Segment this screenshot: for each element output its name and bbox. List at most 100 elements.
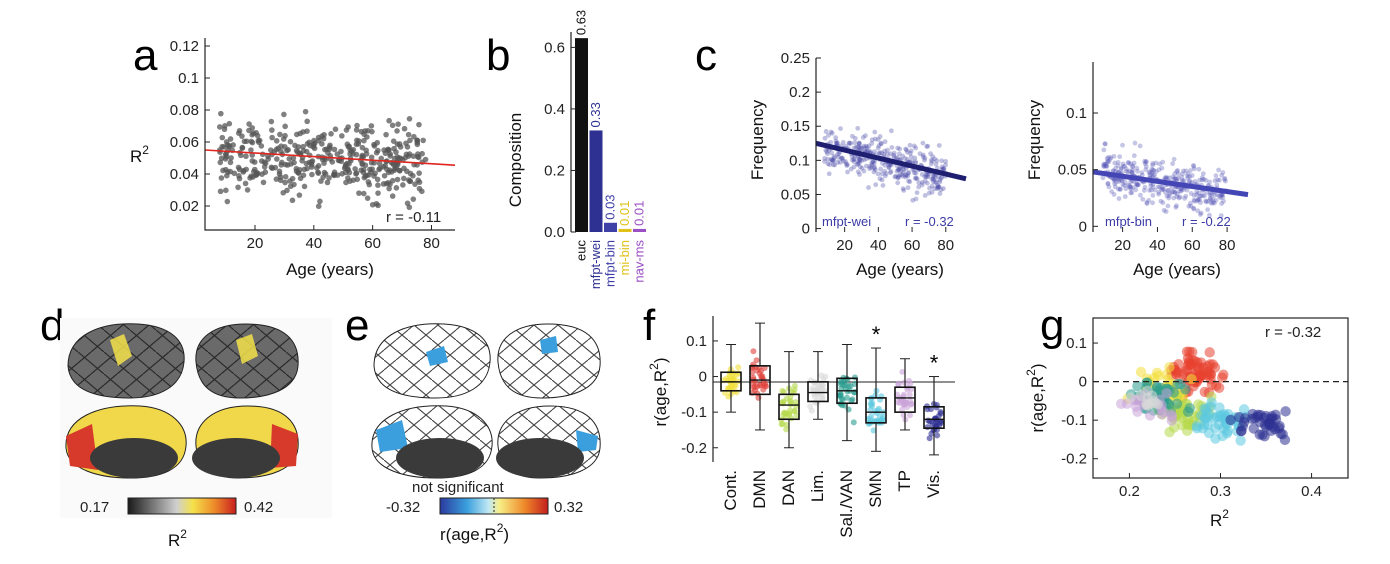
c2-point — [1115, 160, 1121, 165]
c2-point — [1129, 170, 1135, 176]
c2-point — [1113, 179, 1119, 185]
a-point — [341, 165, 348, 172]
c1-point — [872, 167, 878, 173]
c1-point — [875, 137, 881, 142]
c2-point — [1156, 191, 1162, 197]
c1-point — [913, 175, 919, 181]
c1-point — [935, 183, 940, 188]
a-point — [261, 159, 268, 165]
a-point — [339, 133, 345, 139]
a-xtick-label: 40 — [305, 235, 322, 252]
c1-ticks: 20 40 60 80 0 0.05 0.1 0.15 0.2 0.25 — [781, 50, 954, 254]
g-point — [1193, 366, 1205, 377]
c1-point — [871, 169, 877, 175]
c2-xtick-label: 20 — [1114, 237, 1131, 254]
a-point — [297, 175, 304, 182]
c1-xtick-label: 60 — [904, 237, 921, 254]
a-point — [225, 169, 231, 175]
g-point — [1238, 404, 1250, 415]
a-point — [248, 173, 254, 180]
c2-point — [1125, 160, 1131, 165]
c1-point — [927, 185, 932, 191]
c2-point — [1116, 177, 1122, 183]
a-point — [374, 176, 381, 183]
c1-point — [936, 143, 942, 148]
a-point — [227, 136, 234, 142]
e-medial-wall-right — [496, 438, 584, 478]
c2-point — [1127, 183, 1133, 189]
f-point — [876, 413, 883, 420]
f-point — [906, 391, 913, 398]
c1-point — [883, 171, 889, 176]
c2-point — [1180, 171, 1185, 177]
c2-point — [1169, 189, 1175, 195]
c1-point — [863, 133, 868, 139]
c2-point — [1111, 177, 1117, 183]
c2-point — [1174, 169, 1180, 174]
f-point — [808, 407, 815, 414]
c2-point — [1133, 187, 1139, 193]
f-point — [843, 394, 850, 401]
c2-point — [1129, 190, 1135, 195]
c2-point — [1122, 194, 1128, 199]
f-category-label: Vis. — [924, 470, 943, 498]
c2-point — [1131, 160, 1137, 166]
f-point — [750, 384, 757, 391]
c2-point — [1147, 169, 1153, 175]
f-ylabel-end: ) — [651, 357, 670, 363]
b-ticks: 0.0 0.2 0.4 0.6 — [544, 39, 576, 241]
a-point — [302, 108, 309, 115]
g-points — [1116, 346, 1291, 446]
d-parcel-red-1 — [66, 424, 98, 470]
c1-point — [840, 139, 846, 145]
c2-point — [1172, 189, 1178, 195]
c1-point — [866, 148, 871, 153]
c1-ytick-label: 0.2 — [789, 84, 810, 101]
f-category-label: DAN — [779, 470, 798, 506]
b-ytick-label: 0.4 — [544, 101, 565, 118]
c1-point — [900, 173, 906, 179]
g-point — [1141, 377, 1153, 388]
e-colorbar-min: -0.32 — [386, 499, 420, 516]
a-point — [422, 156, 429, 163]
a-point — [368, 154, 375, 161]
c2-point — [1212, 178, 1218, 184]
c2-point — [1177, 188, 1182, 194]
c2-point — [1144, 201, 1150, 206]
f-point — [725, 393, 732, 400]
d-parcel-yellow-2 — [236, 334, 258, 364]
a-ticks: 20 40 60 80 0.02 0.04 0.06 0.08 0.1 0.12 — [170, 38, 440, 252]
c1-point — [877, 176, 883, 182]
c2-point — [1200, 193, 1206, 198]
b-bar — [604, 222, 617, 232]
a-point — [361, 131, 367, 137]
c1-ytick-label: 0 — [802, 221, 810, 238]
c1-point — [902, 172, 908, 178]
a-point — [248, 147, 254, 153]
c1-point — [898, 168, 904, 173]
c2-point — [1123, 186, 1129, 192]
c2-point — [1117, 154, 1123, 160]
c1-point — [829, 157, 835, 163]
d-colorbar-label: R2 — [168, 527, 187, 550]
c1-point — [907, 179, 913, 185]
c1-point — [891, 152, 897, 158]
c2-point — [1163, 209, 1169, 214]
f-point — [895, 381, 902, 388]
c2-point — [1150, 161, 1156, 166]
a-point — [356, 190, 362, 196]
c1-point — [877, 134, 883, 139]
c2-point — [1172, 175, 1178, 181]
a-point — [364, 195, 371, 201]
f-category-label: DMN — [750, 470, 769, 509]
c1-point — [911, 143, 917, 149]
c2-point — [1120, 161, 1126, 167]
c2-point — [1101, 147, 1107, 153]
e-parcel-blue-4 — [576, 430, 598, 452]
c2-point — [1103, 163, 1109, 169]
a-point — [375, 190, 381, 196]
f-significance-star: * — [930, 351, 939, 376]
a-point — [328, 131, 334, 137]
c2-point — [1160, 159, 1166, 165]
